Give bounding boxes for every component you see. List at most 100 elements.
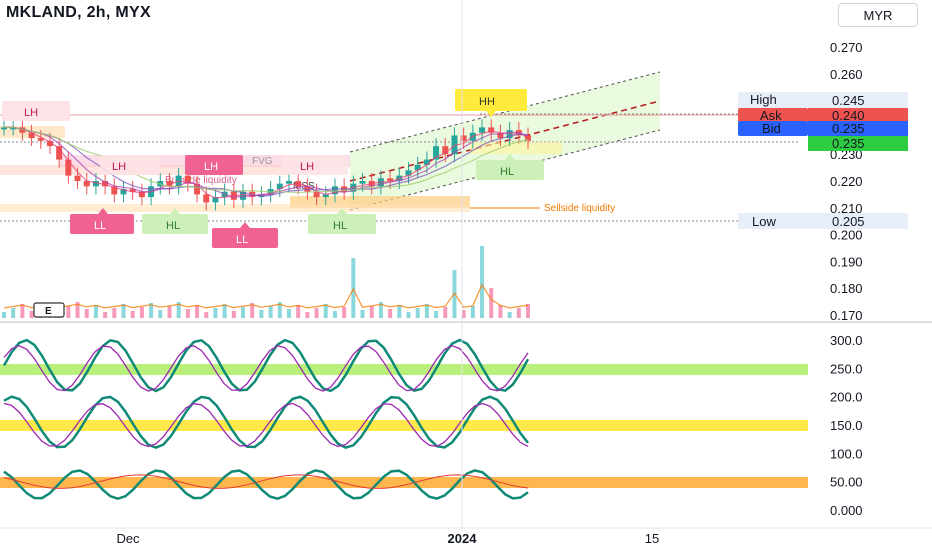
volume-bar <box>415 308 420 318</box>
oscillator-line <box>3 402 529 448</box>
candle-body <box>1 127 7 130</box>
volume-ma-line <box>3 283 529 309</box>
label-hl-2-text: HL <box>333 220 347 232</box>
candle-body <box>184 175 191 184</box>
time-axis-tick: 2024 <box>448 531 478 546</box>
candle-body <box>203 194 210 203</box>
time-axis-tick: 15 <box>645 531 659 546</box>
osc-band-yellow <box>0 420 808 431</box>
osc-band-green <box>0 364 808 375</box>
volume-bar <box>66 306 71 318</box>
price-axis[interactable]: 0.2700.2600.2500.2400.2300.2200.2100.200… <box>830 40 863 323</box>
volume-bar <box>314 308 319 318</box>
volume-bar <box>195 305 200 318</box>
price-axis-tick: 0.220 <box>830 174 863 189</box>
volume-bar <box>149 303 154 318</box>
volume-bar <box>461 310 466 318</box>
label-lh-3: LH <box>185 155 243 175</box>
label-ll-2-text: LL <box>236 234 248 246</box>
volume-bar <box>231 311 236 318</box>
label-hh: HH <box>455 89 527 117</box>
oscillator-line <box>3 395 529 450</box>
price-axis-tick: 0.260 <box>830 67 863 82</box>
volume-bar <box>139 307 144 318</box>
ma-line <box>4 126 529 199</box>
low-tag-label: Low <box>752 214 776 229</box>
candle-body <box>138 191 145 198</box>
label-hl-3: HL <box>476 154 544 180</box>
candle-body <box>442 146 449 155</box>
ma-line <box>4 126 529 197</box>
volume-bar <box>20 304 25 318</box>
candle-body <box>65 159 72 176</box>
bid-tag-label: Bid <box>762 121 781 136</box>
high-tag: High 0.245 <box>738 92 908 108</box>
oscillator-axis[interactable]: 300.0 250.0 200.0 150.0 100.0 50.00 0.000 <box>830 333 863 518</box>
volume-bar <box>296 305 301 318</box>
oscillator-line <box>2 338 530 393</box>
candle-body <box>83 181 90 187</box>
chart-title: MKLAND, 2h, MYX <box>6 4 151 21</box>
label-ll-2: LL <box>212 222 278 248</box>
oscillator-line <box>3 474 529 489</box>
volume-bar <box>213 308 218 318</box>
ask-tag-value: 0.240 <box>832 108 865 123</box>
oscillator-axis-tick: 300.0 <box>830 333 863 348</box>
ma-line <box>4 126 529 198</box>
volume-bar <box>158 310 163 318</box>
volume-bar <box>342 307 347 318</box>
candle-body <box>129 189 136 192</box>
volume-bar <box>185 309 190 318</box>
oscillator-lines <box>2 338 530 501</box>
candle-body <box>387 178 394 181</box>
candle-body <box>460 135 467 141</box>
label-hl-1: HL <box>142 208 208 234</box>
volume-bar <box>204 312 209 318</box>
earnings-marker[interactable]: E <box>33 302 65 318</box>
price-axis-tick: 0.270 <box>830 40 863 55</box>
candle-body <box>46 140 53 147</box>
volume-bar <box>507 312 512 318</box>
candle-body <box>194 183 201 195</box>
label-lh-2: LH <box>100 155 160 175</box>
label-hl-1-text: HL <box>166 220 180 232</box>
volume-bar <box>526 304 530 318</box>
candle-body <box>212 197 219 203</box>
time-axis[interactable]: Dec 2024 15 <box>116 531 659 546</box>
candle-body <box>331 186 338 195</box>
volume-bar <box>434 311 439 318</box>
label-hh-text: HH <box>479 96 495 108</box>
volume-bar <box>84 309 89 318</box>
label-lh-2-text: LH <box>112 161 126 173</box>
candle-body <box>313 191 320 198</box>
oscillator-axis-tick: 50.00 <box>830 475 863 490</box>
volume-bar <box>259 310 264 318</box>
volume-bar <box>75 302 80 318</box>
volume-bar <box>388 309 393 318</box>
bid-tag-value: 0.235 <box>832 121 865 136</box>
ma-line <box>4 126 529 194</box>
candle-body <box>102 181 109 187</box>
candle-body <box>28 132 35 139</box>
candle-body <box>285 181 292 184</box>
label-lh-1-text: LH <box>24 107 38 119</box>
candle-body <box>414 164 421 171</box>
volume-bar <box>470 306 475 318</box>
candle-body <box>10 127 17 130</box>
volume-bar <box>406 312 411 318</box>
earnings-marker-text: E <box>45 306 52 317</box>
candle-body <box>405 170 412 176</box>
volume-bar <box>498 305 503 318</box>
candle-body <box>497 132 504 139</box>
volume-bar <box>93 305 98 318</box>
sellside-zone <box>0 204 470 212</box>
currency-button[interactable]: MYR <box>838 3 918 27</box>
volume-bar <box>369 306 374 318</box>
channel-upper-line <box>349 71 661 153</box>
candle-body <box>433 146 440 160</box>
high-tag-value: 0.245 <box>832 93 865 108</box>
label-lh-1: LH <box>2 101 70 121</box>
volume-bar <box>397 305 402 318</box>
